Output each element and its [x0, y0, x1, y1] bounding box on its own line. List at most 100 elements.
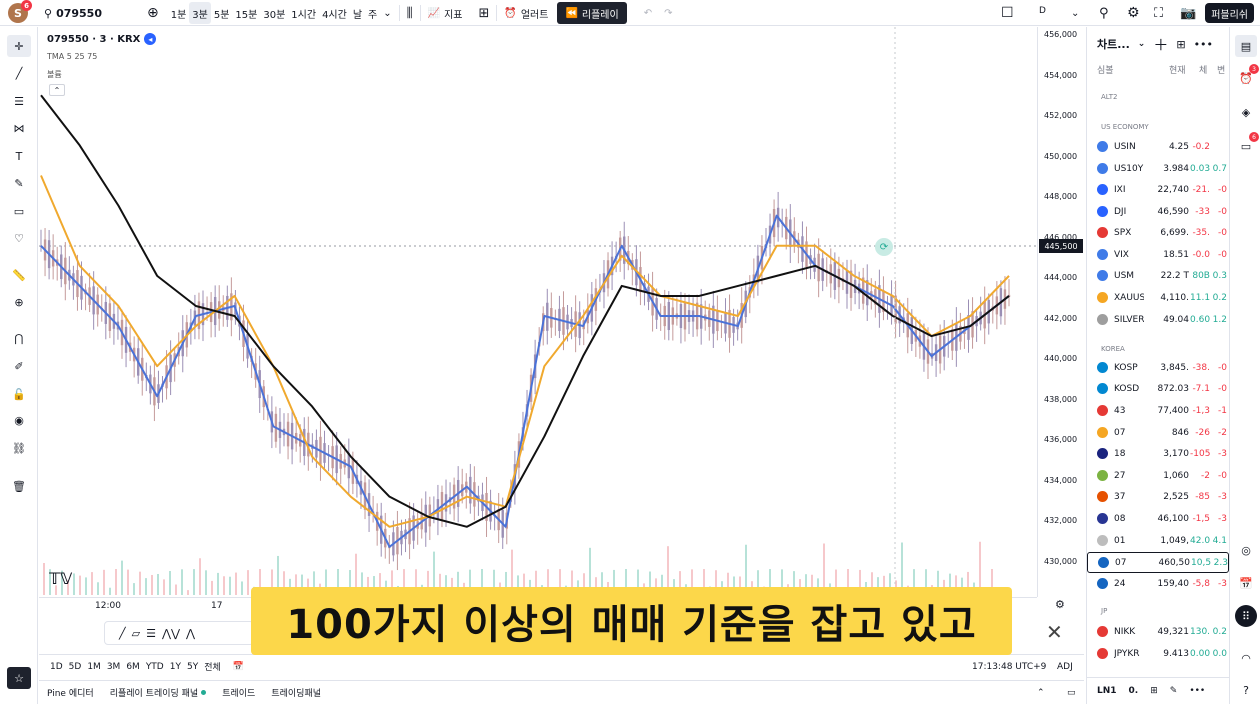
- shape-tool-icon[interactable]: ▱: [131, 626, 141, 640]
- tab-trade[interactable]: 트레이드: [222, 689, 256, 699]
- chart-pane[interactable]: 079550 · 3 · KRX ◂ TMA 5 25 75 볼륨 ⌃ 𝕋𝕍 ⟳: [39, 27, 1037, 597]
- interval-1h[interactable]: 1시간: [291, 9, 317, 21]
- watchlist-section[interactable]: US ECONOMY: [1101, 123, 1149, 131]
- add-symbol-icon[interactable]: ⊕: [147, 5, 159, 21]
- maximize-panel-icon[interactable]: ▭: [1067, 687, 1076, 698]
- watchlist-row[interactable]: US10Y 3.984 0.03 0.7: [1087, 158, 1229, 179]
- interval-1m[interactable]: 1분: [170, 9, 187, 21]
- interval-week[interactable]: 주: [368, 9, 378, 21]
- crosshair-icon[interactable]: ✛: [7, 35, 31, 57]
- range-1m[interactable]: 1M: [87, 661, 101, 672]
- price-chart[interactable]: [39, 27, 1037, 597]
- trendline-icon[interactable]: ╱: [15, 66, 23, 80]
- comment-icon[interactable]: ▭: [13, 204, 25, 218]
- more-icon[interactable]: •••: [1193, 37, 1214, 51]
- tab-pine-editor[interactable]: Pine 에디터: [47, 689, 94, 699]
- date-range-icon[interactable]: 📅: [232, 661, 244, 672]
- interval-4h[interactable]: 4시간: [322, 9, 347, 21]
- line-tool-icon[interactable]: ╱: [119, 626, 126, 640]
- watchlist-row[interactable]: USIN 4.25 -0.2: [1087, 136, 1229, 157]
- watchlist-icon[interactable]: ▤: [1235, 35, 1257, 57]
- target-icon[interactable]: ◎: [1241, 543, 1251, 557]
- watchlist-row[interactable]: 08 46,100 -1,5 -3: [1087, 508, 1229, 529]
- interval-day[interactable]: 날: [352, 9, 363, 21]
- interval-30m[interactable]: 30분: [263, 9, 286, 21]
- calendar-icon[interactable]: 📅: [1239, 576, 1253, 590]
- redo-icon[interactable]: ↷: [664, 7, 673, 19]
- candle-type-icon[interactable]: ⫼: [406, 5, 413, 21]
- alert-button[interactable]: ⏰ 얼러트: [501, 2, 551, 24]
- watchlist-row[interactable]: 27 1,060 -2 -0: [1087, 465, 1229, 486]
- watchlist-row[interactable]: KOSD 872.03 -7.1 -0: [1087, 378, 1229, 399]
- range-5d[interactable]: 5D: [68, 661, 82, 672]
- replay-cursor-icon[interactable]: ⟳: [875, 238, 893, 256]
- settings-gear-icon[interactable]: ⚙: [1127, 5, 1140, 21]
- ruler-icon[interactable]: 📏: [12, 268, 26, 282]
- help-icon[interactable]: ?: [1243, 683, 1249, 697]
- range-1y[interactable]: 1Y: [169, 661, 181, 672]
- watchlist-title[interactable]: 차트...: [1097, 38, 1130, 51]
- watchlist-row[interactable]: IXI 22,740 -21. -0: [1087, 179, 1229, 200]
- lock-icon[interactable]: 🔓: [12, 387, 26, 401]
- indicators-button[interactable]: 📈 지표: [425, 2, 466, 24]
- watchlist-row[interactable]: SILVER 49.04 0.60 1.2: [1087, 309, 1229, 330]
- chevron-down-icon[interactable]: ⌄: [1137, 39, 1146, 49]
- table-icon[interactable]: ⊞: [1176, 37, 1186, 51]
- pattern-icon[interactable]: ⋈: [13, 121, 25, 135]
- watchlist-row[interactable]: NIKK 49,321 130. 0.2: [1087, 621, 1229, 642]
- lock-pencil-icon[interactable]: ✐: [14, 359, 24, 373]
- link-icon[interactable]: ⛓: [12, 441, 26, 455]
- layout-dropdown-icon[interactable]: ⌄: [1071, 7, 1080, 19]
- tab-trading-panel[interactable]: 트레이딩패널: [271, 689, 322, 699]
- tab-replay-trading[interactable]: 리플레이 트레이딩 패널: [102, 682, 215, 704]
- star-icon[interactable]: ☆: [7, 667, 31, 689]
- trash-icon[interactable]: 🗑: [12, 479, 26, 493]
- heart-icon[interactable]: ♡: [14, 231, 24, 245]
- interval-dropdown-icon[interactable]: ⌄: [383, 7, 392, 19]
- collapse-legend-icon[interactable]: ⌃: [49, 84, 65, 96]
- watchlist-section[interactable]: KOREA: [1101, 345, 1125, 353]
- range-5y[interactable]: 5Y: [186, 661, 199, 672]
- watchlist-row[interactable]: KOSP 3,845. -38. -0: [1087, 357, 1229, 378]
- watchlist-row[interactable]: 01 1,049, 42.0 4.1: [1087, 530, 1229, 551]
- fullscreen-icon[interactable]: ⛶: [1154, 5, 1164, 21]
- clock-label[interactable]: 17:13:48 UTC+9: [972, 661, 1047, 672]
- footer-symbol[interactable]: 0.: [1128, 686, 1139, 696]
- range-ytd[interactable]: YTD: [145, 661, 164, 672]
- alerts-clock-icon[interactable]: ⏰ 3: [1235, 64, 1259, 89]
- watchlist-row[interactable]: SPX 6,699. -35. -0: [1087, 222, 1229, 243]
- interval-15m[interactable]: 15분: [235, 9, 258, 21]
- add-icon[interactable]: ＋: [1153, 35, 1169, 54]
- watchlist-row[interactable]: 24 159,40 -5,8 -3: [1087, 573, 1229, 594]
- publish-button[interactable]: 퍼블리쉬: [1205, 3, 1254, 23]
- column-change-pct[interactable]: 변: [1217, 66, 1226, 76]
- more-icon[interactable]: •••: [1189, 686, 1206, 696]
- zoom-in-icon[interactable]: ⊕: [14, 295, 24, 309]
- zigzag-tool-icon[interactable]: ⋀: [186, 626, 196, 640]
- fib-retracement-icon[interactable]: ☰: [14, 94, 24, 108]
- collapse-panel-icon[interactable]: ⌃: [1037, 687, 1045, 698]
- user-avatar[interactable]: S 6: [8, 0, 32, 23]
- watchlist-row[interactable]: 18 3,170 -105 -3: [1087, 443, 1229, 464]
- tma-legend[interactable]: TMA 5 25 75: [47, 52, 98, 61]
- layout-square-icon[interactable]: ☐: [1001, 5, 1014, 21]
- grid-icon[interactable]: ⊞: [1150, 686, 1158, 696]
- watchlist-row[interactable]: VIX 18.51 -0.0 -0: [1087, 244, 1229, 265]
- layout-grid-icon[interactable]: ⊞: [478, 5, 490, 21]
- fib-tool-icon[interactable]: ☰: [146, 626, 156, 640]
- series-line-tma-25[interactable]: [40, 175, 1010, 528]
- footer-symbol-icon[interactable]: LN1: [1097, 686, 1117, 696]
- watchlist-row[interactable]: 07 460,50 10,5 2.3: [1087, 552, 1229, 573]
- camera-icon[interactable]: 📷: [1180, 5, 1197, 21]
- watchlist-row[interactable]: DJI 46,590 -33 -0: [1087, 201, 1229, 222]
- interval-5m[interactable]: 5분: [213, 9, 230, 21]
- watchlist-row[interactable]: 37 2,525 -85 -3: [1087, 486, 1229, 507]
- wave-tool-icon[interactable]: ⋀⋁: [161, 626, 181, 640]
- layout-name[interactable]: D: [1039, 6, 1046, 16]
- symbol-search[interactable]: ⚲ 079550: [44, 2, 102, 24]
- watchlist-row[interactable]: 43 77,400 -1,3 -1: [1087, 400, 1229, 421]
- series-line-tma-5[interactable]: [40, 214, 1010, 548]
- layers-icon[interactable]: ◈: [1241, 105, 1251, 119]
- apps-grid-icon[interactable]: ⠿: [1235, 605, 1257, 627]
- broadcast-icon[interactable]: ◠: [1241, 651, 1251, 665]
